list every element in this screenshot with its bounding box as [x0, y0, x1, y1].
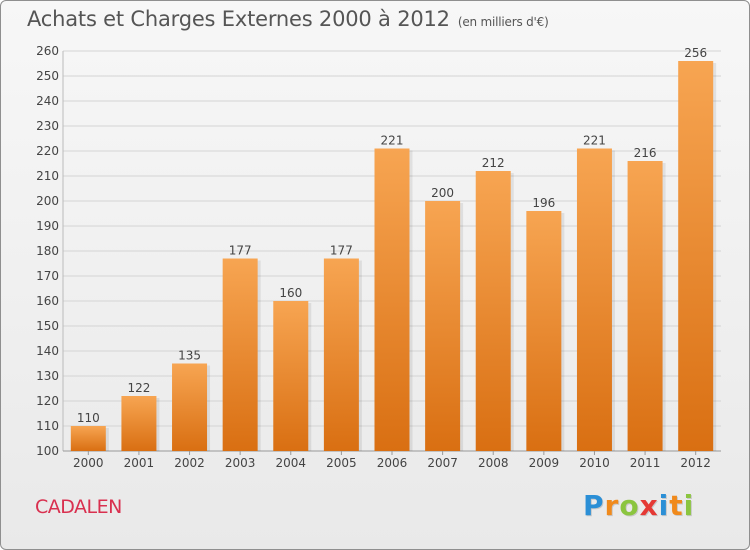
y-tick-label: 170 [36, 269, 59, 283]
bar-2010 [576, 148, 612, 451]
x-tick-label: 2001 [124, 456, 155, 470]
logo-letter: o [619, 489, 640, 522]
x-tick-label: 2008 [478, 456, 509, 470]
y-tick-label: 210 [36, 169, 59, 183]
x-tick-label: 2010 [579, 456, 610, 470]
data-label-2006: 221 [381, 134, 404, 148]
y-tick-label: 250 [36, 69, 59, 83]
chart-subtitle: (en milliers d'€) [457, 15, 549, 29]
y-tick-label: 220 [36, 144, 59, 158]
data-label-2001: 122 [127, 381, 150, 395]
chart-title-text: Achats et Charges Externes 2000 à 2012 [27, 7, 450, 31]
y-tick-label: 230 [36, 119, 59, 133]
x-tick-label: 2004 [275, 456, 306, 470]
x-axis-ticks: 2000 2001 2002 2003 2004 2005 2006 2007 2008 2009… [73, 451, 711, 470]
y-tick-label: 140 [36, 344, 59, 358]
data-label-2011: 216 [634, 146, 657, 160]
bar-2012 [678, 61, 714, 451]
data-label-2010: 221 [583, 134, 606, 148]
chart-title: Achats et Charges Externes 2000 à 2012 (e… [27, 7, 549, 31]
x-tick-label: 2005 [326, 456, 357, 470]
logo-letter: i [658, 489, 670, 522]
x-tick-label: 2007 [427, 456, 458, 470]
y-tick-label: 110 [36, 419, 59, 433]
bar-2009 [526, 211, 562, 451]
y-tick-label: 260 [36, 44, 59, 58]
bars [70, 61, 717, 451]
data-label-2000: 110 [77, 411, 100, 425]
y-axis-ticks: 100 110 120 130 140 150 160 170 180 190 200 210 220 2… [36, 44, 59, 458]
data-label-2012: 256 [684, 46, 707, 60]
logo-letter: t [669, 489, 684, 522]
x-tick-label: 2000 [73, 456, 104, 470]
data-labels: 110 122 135 177 160 177 221 200 212 196 221 216 256 [77, 46, 707, 425]
data-label-2003: 177 [229, 244, 252, 258]
logo-letter: P [583, 489, 605, 522]
bar-2003 [222, 258, 258, 451]
logo-letter: x [639, 489, 659, 522]
bar-2002 [172, 363, 208, 451]
bar-2007 [425, 201, 461, 451]
bar-2008 [475, 171, 511, 451]
data-label-2005: 177 [330, 244, 353, 258]
logo-letter: i [683, 489, 695, 522]
y-tick-label: 200 [36, 194, 59, 208]
bar-2001 [121, 396, 157, 451]
y-tick-label: 160 [36, 294, 59, 308]
x-tick-label: 2002 [174, 456, 205, 470]
y-tick-label: 240 [36, 94, 59, 108]
x-tick-label: 2003 [225, 456, 256, 470]
bar-2005 [323, 258, 359, 451]
proxiti-logo: Proxiti [583, 489, 694, 522]
x-tick-label: 2012 [680, 456, 711, 470]
x-tick-label: 2006 [377, 456, 408, 470]
bar-2004 [273, 301, 309, 451]
bar-2011 [627, 161, 663, 451]
y-tick-label: 100 [36, 444, 59, 458]
data-label-2002: 135 [178, 349, 201, 363]
data-label-2008: 212 [482, 156, 505, 170]
y-tick-label: 190 [36, 219, 59, 233]
commune-name: CADALEN [35, 496, 122, 518]
y-tick-label: 120 [36, 394, 59, 408]
y-tick-label: 180 [36, 244, 59, 258]
bar-2000 [70, 426, 106, 451]
data-label-2009: 196 [532, 196, 555, 210]
x-tick-label: 2011 [630, 456, 661, 470]
y-tick-label: 130 [36, 369, 59, 383]
bar-2006 [374, 148, 410, 451]
data-label-2004: 160 [279, 286, 302, 300]
data-label-2007: 200 [431, 186, 454, 200]
x-tick-label: 2009 [529, 456, 560, 470]
y-tick-label: 150 [36, 319, 59, 333]
logo-letter: r [604, 489, 620, 522]
